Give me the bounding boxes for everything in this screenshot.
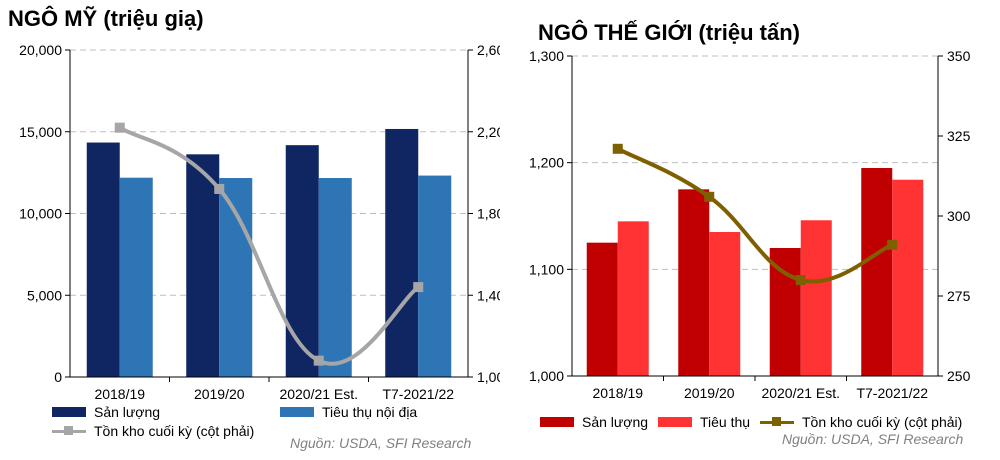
stock-point [413,282,424,293]
legend-swatch [658,417,692,427]
x-tick-label: 2019/20 [194,386,245,402]
legend-item-stock: Tồn kho cuối kỳ (cột phải) [52,423,254,439]
legend-item-consumption: Tiêu thụ nội địa [280,404,417,420]
us-corn-panel: NGÔ MỸ (triệu giạ) 2018/19 2019/20 2020/21… [8,6,500,451]
legend-label: Tiêu thụ nội địa [322,404,418,420]
stock-point [214,183,225,194]
legend-swatch [280,407,314,417]
x-tick-label: 2018/19 [592,385,643,401]
x-tick-label: 2019/20 [684,385,735,401]
bar-consumption [709,232,741,376]
y2-tick-label: 2,200 [477,124,500,140]
legend-swatch [52,407,86,417]
bar-production [586,242,618,376]
y2-tick-label: 275 [947,288,971,304]
chart-title: NGÔ MỸ (triệu giạ) [8,6,204,31]
legend-label: Sản lượng [94,404,161,420]
stock-point [313,355,324,366]
bar-consumption [617,221,649,376]
legend-item-production: Sản lượng [540,414,648,430]
stock-point [704,191,715,202]
y-tick-label: 20,000 [19,42,62,58]
x-tick-label: T7-2021/22 [856,385,928,401]
world-corn-chart: 2018/19 2019/20 2020/21 Est. T7-2021/22 1,00… [529,48,971,401]
stock-point [114,122,125,133]
legend-swatch [540,417,574,427]
bar-production [285,145,319,377]
y-tick-label: 1,300 [529,48,564,64]
y-tick-label: 1,000 [529,368,564,384]
legend-swatch [760,417,794,427]
y2-tick-label: 1,800 [477,206,500,222]
legend-label: Sản lượng [582,414,649,430]
legend-item-consumption: Tiêu thụ [658,414,750,430]
x-tick-label: 2020/21 Est. [761,385,840,401]
bar-production [861,168,893,376]
legend-item-stock: Tồn kho cuối kỳ (cột phải) [760,414,962,430]
x-tick-label: 2020/21 Est. [279,386,358,402]
source-note: Nguồn: USDA, SFI Research [290,435,472,451]
y2-tick-label: 325 [947,128,971,144]
y-tick-label: 1,100 [529,261,564,277]
legend-label: Tiêu thụ [700,414,751,430]
bar-consumption [219,178,253,377]
us-corn-chart: 2018/19 2019/20 2020/21 Est. T7-2021/22 0 5,0… [19,42,500,402]
bar-consumption [892,179,924,376]
y-tick-label: 1,200 [529,155,564,171]
stock-line [118,125,420,366]
bar-production [385,128,419,377]
legend-item-production: Sản lượng [52,404,160,420]
stock-point [612,143,623,154]
bar-production [186,154,220,377]
y-tick-label: 10,000 [19,206,62,222]
y2-tick-label: 1,000 [477,369,500,385]
y-tick-label: 15,000 [19,124,62,140]
stock-point [795,275,806,285]
y2-tick-label: 350 [947,48,971,64]
legend-label: Tồn kho cuối kỳ (cột phải) [802,414,963,430]
bar-consumption [418,175,452,377]
world-corn-panel: NGÔ THẾ GIỚI (triệu tấn) 2018/19 2019/20 2… [500,0,1000,460]
y2-tick-label: 2,600 [477,42,500,58]
bar-production [678,189,710,376]
chart-title: NGÔ THẾ GIỚI (triệu tấn) [538,20,800,45]
bar-consumption [119,177,153,377]
y-tick-label: 0 [54,369,62,385]
bar-consumption [800,220,832,376]
y2-tick-label: 300 [947,208,971,224]
y2-tick-label: 1,400 [477,287,500,303]
x-tick-label: T7-2021/22 [382,386,454,402]
bar-consumption [318,178,352,377]
x-tick-label: 2018/19 [94,386,145,402]
legend-label: Tồn kho cuối kỳ (cột phải) [94,423,255,439]
stock-point [887,239,898,250]
stock-line [616,147,894,284]
legend-swatch [52,426,86,436]
bar-production [86,142,120,377]
y2-tick-label: 250 [947,368,971,384]
y-tick-label: 5,000 [27,287,62,303]
source-note: Nguồn: USDA, SFI Research [782,431,964,447]
bar-production [769,248,801,376]
